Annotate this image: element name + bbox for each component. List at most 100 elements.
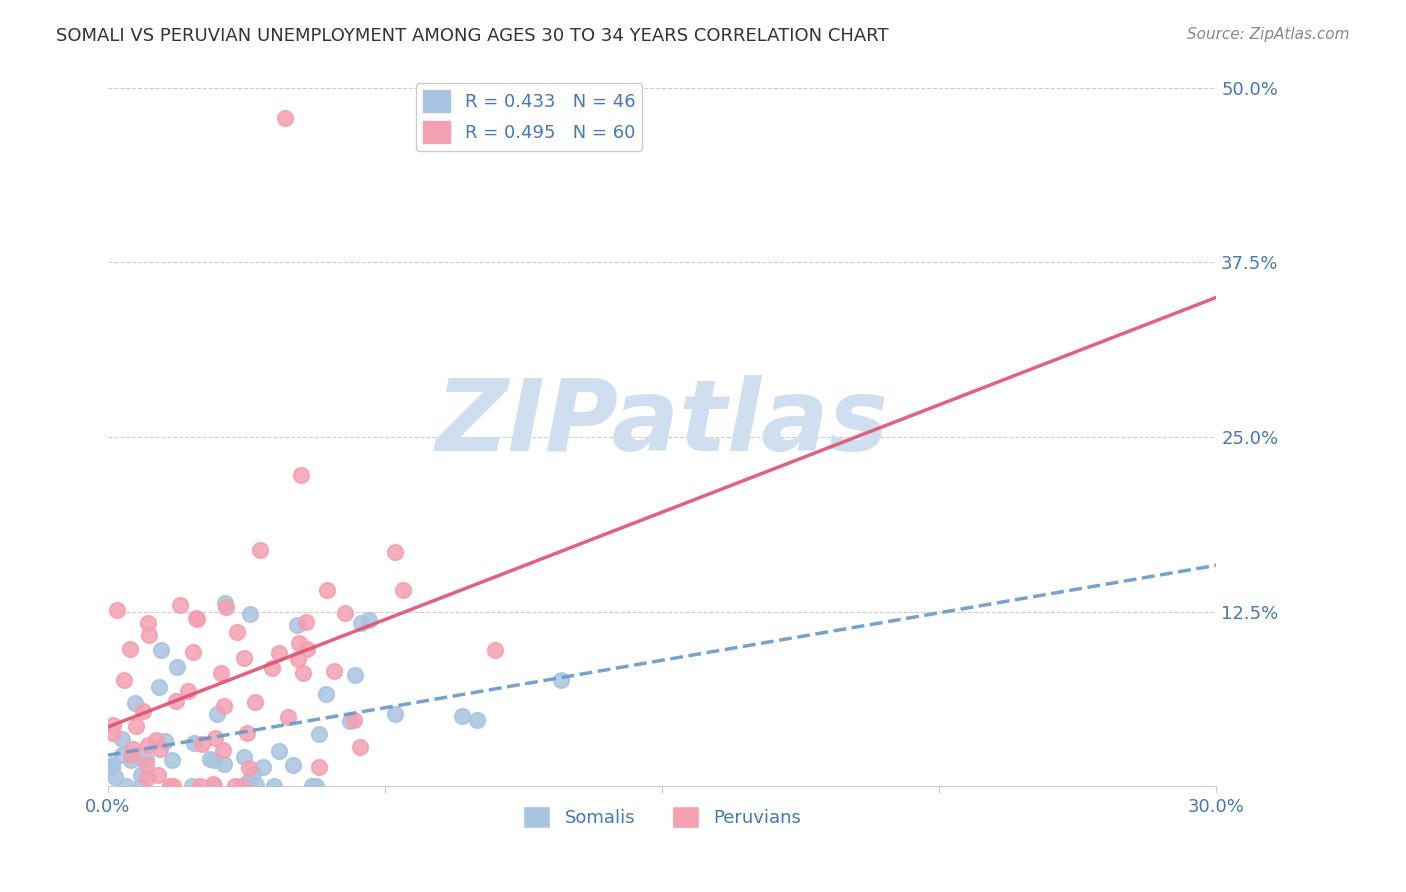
Point [252, 760, 274, 774]
Point [191, 737, 214, 751]
Point [100, 759, 122, 773]
Point [160, 753, 183, 767]
Point [235, 726, 257, 740]
Point [138, 628, 160, 642]
Point [308, 727, 330, 741]
Point [215, 599, 238, 614]
Point [159, 780, 181, 794]
Point [285, 618, 308, 632]
Point [243, 695, 266, 709]
Point [104, 770, 127, 784]
Point [267, 744, 290, 758]
Point [181, 780, 204, 794]
Point [339, 714, 361, 728]
Point [202, 752, 225, 766]
Point [292, 665, 315, 680]
Point [149, 643, 172, 657]
Point [209, 666, 232, 681]
Point [162, 780, 184, 794]
Point [138, 738, 160, 752]
Point [190, 780, 212, 794]
Point [232, 750, 254, 764]
Point [344, 668, 367, 682]
Point [101, 718, 124, 732]
Point [384, 707, 406, 722]
Point [260, 661, 283, 675]
Text: Source: ZipAtlas.com: Source: ZipAtlas.com [1187, 27, 1350, 42]
Point [136, 616, 159, 631]
Point [484, 643, 506, 657]
Point [177, 684, 200, 698]
Point [135, 771, 157, 785]
Point [277, 710, 299, 724]
Point [132, 704, 155, 718]
Point [245, 778, 267, 792]
Point [211, 743, 233, 757]
Point [333, 606, 356, 620]
Point [357, 613, 380, 627]
Point [242, 767, 264, 781]
Point [112, 673, 135, 687]
Text: SOMALI VS PERUVIAN UNEMPLOYMENT AMONG AGES 30 TO 34 YEARS CORRELATION CHART: SOMALI VS PERUVIAN UNEMPLOYMENT AMONG AG… [56, 27, 889, 45]
Point [202, 780, 225, 794]
Point [465, 713, 488, 727]
Point [212, 699, 235, 714]
Point [120, 747, 142, 762]
Point [204, 731, 226, 745]
Point [105, 603, 128, 617]
Point [118, 642, 141, 657]
Point [135, 757, 157, 772]
Point [183, 736, 205, 750]
Point [224, 780, 246, 794]
Point [304, 780, 326, 794]
Point [323, 664, 346, 678]
Point [124, 697, 146, 711]
Point [212, 757, 235, 772]
Point [101, 725, 124, 739]
Point [283, 758, 305, 772]
Point [308, 760, 330, 774]
Point [165, 693, 187, 707]
Point [100, 758, 122, 772]
Text: ZIPatlas: ZIPatlas [436, 375, 889, 472]
Point [166, 659, 188, 673]
Point [315, 582, 337, 597]
Point [125, 719, 148, 733]
Point [342, 713, 364, 727]
Point [290, 468, 312, 483]
Point [349, 739, 371, 754]
Point [186, 611, 208, 625]
Point [129, 780, 152, 794]
Point [122, 741, 145, 756]
Point [450, 709, 472, 723]
Point [146, 768, 169, 782]
Point [238, 761, 260, 775]
Point [226, 625, 249, 640]
Point [148, 681, 170, 695]
Point [145, 732, 167, 747]
Point [231, 780, 253, 794]
Point [129, 768, 152, 782]
Point [135, 751, 157, 765]
Point [120, 753, 142, 767]
Point [236, 775, 259, 789]
Point [384, 545, 406, 559]
Point [315, 687, 337, 701]
Point [294, 615, 316, 630]
Point [198, 752, 221, 766]
Point [181, 645, 204, 659]
Point [239, 607, 262, 621]
Point [184, 610, 207, 624]
Point [111, 748, 134, 763]
Point [205, 707, 228, 722]
Point [297, 641, 319, 656]
Point [269, 646, 291, 660]
Legend: Somalis, Peruvians: Somalis, Peruvians [516, 799, 808, 836]
Point [391, 582, 413, 597]
Point [111, 732, 134, 747]
Point [550, 673, 572, 687]
Point [202, 777, 225, 791]
Point [169, 598, 191, 612]
Point [274, 112, 297, 126]
Point [214, 596, 236, 610]
